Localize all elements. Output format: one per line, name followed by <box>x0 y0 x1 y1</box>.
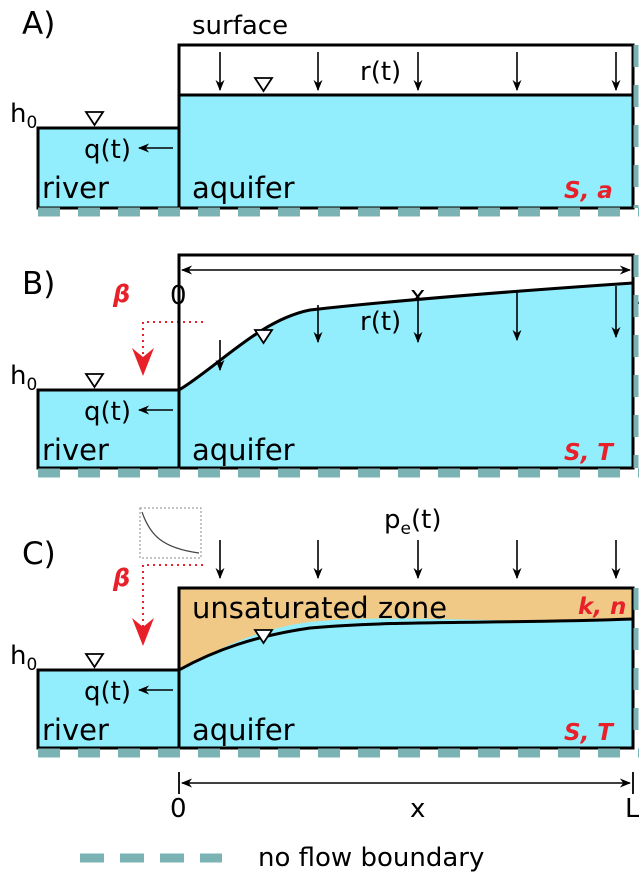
unsaturated-zone-label: unsaturated zone <box>192 591 447 625</box>
river-level-triangle-icon <box>84 373 105 389</box>
surface-label: surface <box>192 11 288 41</box>
head-label: h0 <box>10 641 37 675</box>
aquifer-water <box>179 618 633 748</box>
flux-label: q(t) <box>84 677 131 707</box>
axis-end-label: L <box>625 794 639 824</box>
beta-label: β <box>112 564 130 592</box>
river-level-triangle-icon <box>84 653 105 669</box>
panel-a: A) surface r(t) h0 q(t) river aquifer S,… <box>10 6 639 217</box>
panel-c-label: C) <box>22 536 56 572</box>
aquifer-params: S, a <box>564 178 613 204</box>
river-label: river <box>42 713 109 747</box>
response-kernel-inset <box>139 507 202 559</box>
precip-suffix: (t) <box>411 505 441 535</box>
aquifer-params: S, T <box>564 440 615 466</box>
panel-b-label: B) <box>22 266 55 302</box>
inset-frame <box>139 507 202 559</box>
water-table-triangle-icon <box>253 629 274 645</box>
beta-arrowhead-icon <box>132 348 154 376</box>
aquifer-params: S, T <box>564 720 615 746</box>
head-label: h0 <box>10 99 37 133</box>
aquifer-water <box>179 283 633 468</box>
head-symbol: h <box>10 641 26 671</box>
water-table-triangle-icon <box>253 77 274 93</box>
aquifer-label: aquifer <box>192 433 295 467</box>
head-symbol: h <box>10 99 26 129</box>
panel-c: C) pe(t) β unsaturated zone k, n h0 <box>10 505 639 758</box>
axis-variable-label: x <box>410 794 425 824</box>
water-table-curve <box>178 617 634 672</box>
legend: no flow boundary <box>80 843 484 873</box>
recharge-arrows <box>215 52 621 92</box>
beta-arrow <box>142 321 203 372</box>
panel-a-label: A) <box>22 6 55 42</box>
recharge-arrows <box>215 540 621 580</box>
beta-arrowhead-icon <box>132 618 154 646</box>
river-label: river <box>42 433 109 467</box>
legend-label: no flow boundary <box>258 843 484 873</box>
decay-curve <box>141 511 200 554</box>
head-label: h0 <box>10 361 37 395</box>
unsaturated-params: k, n <box>578 594 626 620</box>
flux-label: q(t) <box>84 397 131 427</box>
aquifer-water <box>177 93 635 210</box>
recharge-arrows <box>215 286 621 372</box>
river-label: river <box>42 171 109 205</box>
x-axis-bottom: 0 x L <box>170 772 639 824</box>
precip-subscript: e <box>401 519 411 539</box>
aquifer-box <box>177 253 635 470</box>
beta-label: β <box>112 280 130 308</box>
river-water <box>36 126 181 210</box>
head-subscript: 0 <box>26 375 37 395</box>
panel-b: B) β r(t) h0 q(t) river aquifer S, T <box>10 253 639 478</box>
recharge-label: r(t) <box>360 307 401 337</box>
precip-symbol: p <box>384 505 401 535</box>
river-water <box>36 668 181 750</box>
head-symbol: h <box>10 361 26 391</box>
head-subscript: 0 <box>26 113 37 133</box>
aquifer-label: aquifer <box>192 713 295 747</box>
axis-start-label: 0 <box>170 794 187 824</box>
surface-box <box>177 43 635 97</box>
flux-label: q(t) <box>84 135 131 165</box>
water-table-curve <box>178 281 634 392</box>
aquifer-label: aquifer <box>192 171 295 205</box>
water-table-triangle-icon <box>253 329 274 345</box>
beta-arrow <box>142 564 203 642</box>
recharge-label: r(t) <box>360 57 401 87</box>
river-level-triangle-icon <box>84 111 105 127</box>
aquifer-box <box>177 586 635 750</box>
head-subscript: 0 <box>26 655 37 675</box>
precip-label: pe(t) <box>384 505 441 539</box>
